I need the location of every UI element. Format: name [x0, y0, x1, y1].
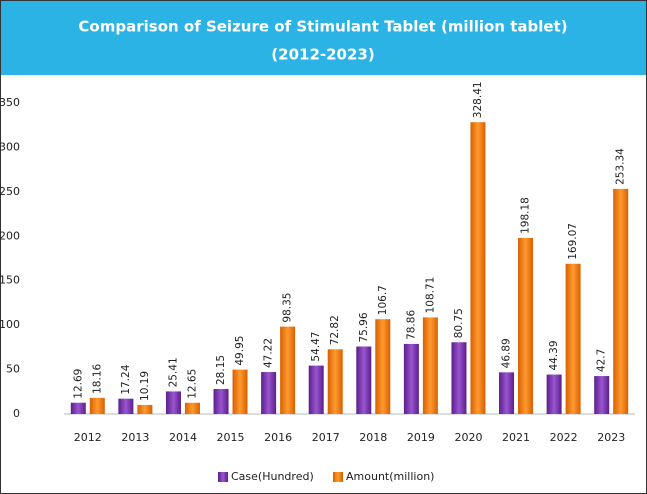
bar	[261, 372, 277, 414]
y-tick-label: 50	[6, 363, 20, 376]
value-label: 46.89	[501, 338, 513, 368]
bar	[137, 404, 153, 414]
x-tick-label: 2015	[217, 431, 245, 444]
x-tick-label: 2020	[454, 431, 482, 444]
y-tick-label: 350	[0, 96, 20, 109]
value-label: 42.7	[596, 349, 608, 372]
value-label: 49.95	[234, 336, 246, 366]
bar	[70, 402, 86, 414]
value-label: 17.24	[120, 364, 132, 394]
value-label: 75.96	[358, 312, 370, 342]
bar	[613, 188, 629, 414]
x-tick-label: 2022	[550, 431, 578, 444]
bar	[89, 397, 105, 414]
bar	[499, 372, 515, 414]
value-label: 28.15	[215, 355, 227, 385]
x-tick-label: 2016	[264, 431, 292, 444]
bar	[375, 319, 391, 414]
x-tick-label: 2014	[169, 431, 197, 444]
value-label: 47.22	[263, 338, 275, 368]
bar	[327, 349, 343, 414]
value-label: 12.69	[72, 369, 84, 399]
x-tick-label: 2017	[312, 431, 340, 444]
bar	[280, 326, 296, 414]
bar	[356, 346, 372, 414]
x-tick-label: 2018	[359, 431, 387, 444]
y-tick-label: 300	[0, 140, 20, 153]
value-label: 18.16	[91, 363, 103, 393]
value-label: 98.35	[282, 293, 294, 323]
y-tick-label: 0	[13, 407, 20, 420]
value-label: 328.41	[472, 81, 484, 118]
bar	[184, 402, 200, 414]
value-label: 10.19	[139, 371, 151, 401]
y-tick-label: 150	[0, 274, 20, 287]
bar	[213, 388, 229, 414]
legend-swatch	[333, 472, 343, 482]
y-tick-label: 200	[0, 229, 20, 242]
value-label: 25.41	[167, 357, 179, 387]
x-tick-label: 2013	[121, 431, 149, 444]
legend-swatch	[218, 472, 228, 482]
legend-label: Amount(million)	[346, 470, 434, 483]
bar	[594, 376, 610, 414]
legend-label: Case(Hundred)	[231, 470, 314, 483]
x-tick-label: 2012	[74, 431, 102, 444]
y-tick-label: 250	[0, 185, 20, 198]
title-banner	[1, 1, 646, 75]
bar	[403, 343, 419, 414]
bar	[546, 374, 562, 414]
bar	[165, 391, 181, 414]
bar	[308, 365, 324, 414]
value-label: 54.47	[310, 332, 322, 362]
bar	[470, 122, 486, 414]
value-label: 108.71	[424, 277, 436, 314]
value-label: 253.34	[615, 148, 627, 185]
chart-title: Comparison of Seizure of Stimulant Table…	[78, 18, 567, 36]
value-label: 12.65	[186, 369, 198, 399]
x-tick-label: 2023	[597, 431, 625, 444]
value-label: 198.18	[520, 197, 532, 234]
y-tick-label: 100	[0, 318, 20, 331]
value-label: 106.7	[377, 285, 389, 315]
chart-subtitle: (2012-2023)	[271, 46, 374, 64]
value-label: 169.07	[567, 223, 579, 260]
value-label: 72.82	[329, 315, 341, 345]
value-label: 80.75	[453, 308, 465, 338]
bar	[422, 317, 438, 414]
bar	[451, 342, 467, 414]
bar	[518, 237, 534, 414]
x-tick-label: 2021	[502, 431, 530, 444]
bar	[232, 369, 248, 414]
value-label: 78.86	[405, 310, 417, 340]
value-label: 44.39	[548, 340, 560, 370]
bar	[565, 263, 581, 414]
bar	[118, 398, 134, 414]
x-tick-label: 2019	[407, 431, 435, 444]
